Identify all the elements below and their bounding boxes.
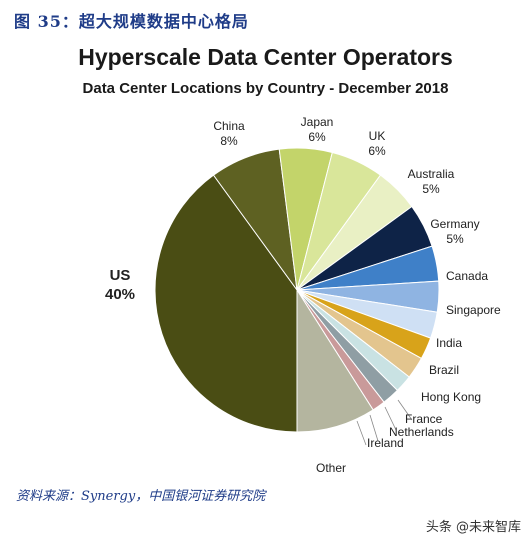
slice-label-uk: UK 6% [368,129,386,158]
watermark: 头条 @未来智库 [425,520,521,535]
slice-label-germany: Germany 5% [430,217,479,246]
slice-label-china: China 8% [213,119,245,148]
slice-label-hong-kong: Hong Kong [421,390,481,404]
figure-title: 图 35：超大规模数据中心格局 [14,12,249,31]
leader-line [397,399,413,421]
leader-line [356,420,367,446]
source-note: 资料来源：Synergy，中国银河证券研究院 [16,489,266,504]
slice-label-singapore: Singapore [446,303,501,317]
slice-label-canada: Canada [446,269,488,283]
pie-slice-other [296,288,374,433]
slice-label-other: Other [316,461,346,475]
slice-label-france: France [405,412,443,426]
chart-subtitle: Data Center Locations by Country - Decem… [82,80,449,97]
slice-label-ireland: Ireland [367,436,404,450]
pie-chart: US 40% China 8% Japan 6% UK 6% Australia 5% German… [105,115,501,475]
leader-line [369,414,379,442]
leader-line [384,406,397,431]
slice-label-australia: Australia 5% [408,167,455,196]
slice-label-india: India [436,336,462,350]
slice-label-us: US 40% [105,267,135,303]
pie-slice-us [154,174,298,433]
chart-title: Hyperscale Data Center Operators [78,44,453,70]
slice-label-netherlands: Netherlands [389,425,454,439]
slice-label-japan: Japan 6% [301,115,334,144]
slice-label-brazil: Brazil [429,363,459,377]
